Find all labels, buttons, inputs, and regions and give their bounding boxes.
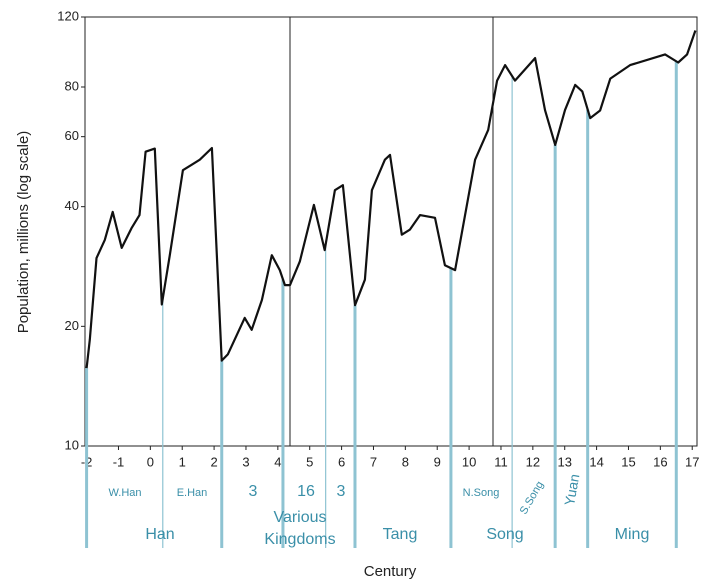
y-tick-label: 10: [65, 437, 79, 452]
period-label: E.Han: [177, 487, 208, 499]
x-tick-label: 13: [557, 454, 571, 469]
x-tick-label: 2: [210, 454, 217, 469]
period-label: Kingdoms: [264, 531, 335, 548]
x-tick-label: 0: [147, 454, 154, 469]
period-label: 16: [297, 483, 315, 500]
y-tick-label: 60: [65, 128, 79, 143]
period-label: Various: [273, 509, 326, 526]
x-tick-label: 17: [685, 454, 699, 469]
x-tick-label: 8: [402, 454, 409, 469]
x-tick-label: 14: [589, 454, 603, 469]
x-tick-label: -1: [113, 454, 125, 469]
period-label: N.Song: [463, 487, 500, 499]
x-tick-label: 5: [306, 454, 313, 469]
x-tick-label: 3: [242, 454, 249, 469]
period-label: W.Han: [108, 487, 141, 499]
x-tick-label: 10: [462, 454, 476, 469]
period-label: Yuan: [561, 473, 582, 507]
x-tick-label: 6: [338, 454, 345, 469]
period-label: 3: [337, 483, 346, 500]
x-tick-label: 11: [494, 454, 508, 469]
x-tick-label: 9: [434, 454, 441, 469]
period-label: 3: [249, 483, 258, 500]
y-tick-label: 120: [57, 8, 79, 23]
x-tick-label: 12: [526, 454, 540, 469]
period-label: Han: [145, 526, 174, 543]
x-tick-label: 4: [274, 454, 281, 469]
period-label: Tang: [383, 526, 418, 543]
period-label: Ming: [615, 526, 650, 543]
plot-frame: [84, 16, 698, 447]
y-axis-label: Population, millions (log scale): [15, 131, 32, 334]
x-tick-label: 16: [653, 454, 667, 469]
period-label: Song: [486, 526, 523, 543]
x-tick-label: 7: [370, 454, 377, 469]
y-tick-label: 20: [65, 318, 79, 333]
period-label: S.Song: [518, 479, 546, 516]
x-axis-label: Century: [364, 563, 417, 580]
x-tick-label: 15: [621, 454, 635, 469]
x-tick-label: 1: [179, 454, 186, 469]
y-tick-label: 40: [65, 198, 79, 213]
y-tick-label: 80: [65, 78, 79, 93]
line-series: [85, 30, 697, 369]
